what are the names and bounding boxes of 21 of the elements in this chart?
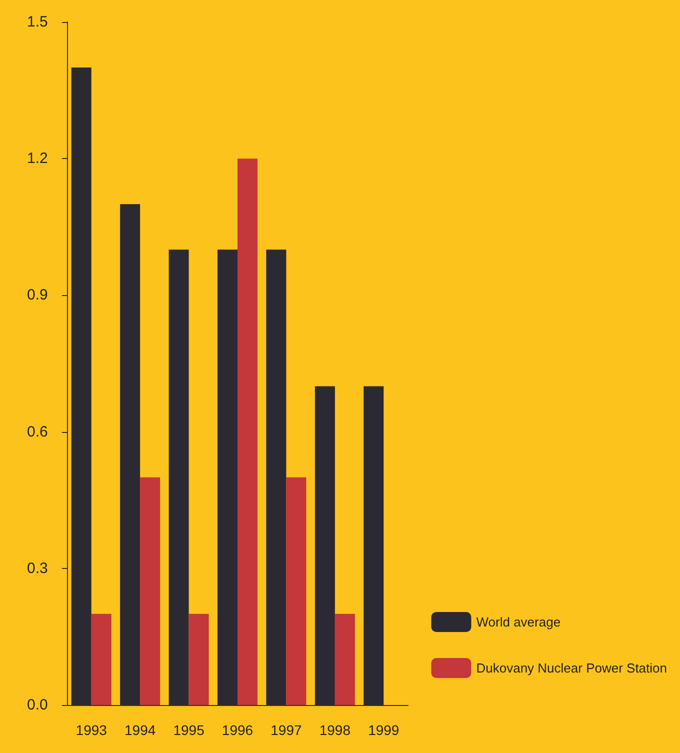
y-tick-label: 0.6 <box>27 423 48 440</box>
bar <box>286 477 306 705</box>
bar <box>334 614 355 705</box>
legend-label: Dukovany Nuclear Power Station <box>476 660 668 676</box>
y-tick-label: 1.2 <box>27 150 48 168</box>
x-tick-label: 1994 <box>124 722 156 738</box>
y-tick-label: 0.3 <box>27 560 48 577</box>
x-tick-label: 1998 <box>319 722 351 738</box>
y-tick-label: 0.9 <box>27 286 48 304</box>
bar <box>188 614 209 705</box>
bar <box>91 614 112 705</box>
x-tick-label: 1993 <box>76 722 108 738</box>
legend-label: World average <box>476 614 561 630</box>
y-tick-label: 1.5 <box>27 14 48 30</box>
x-tick-label: 1997 <box>270 722 302 738</box>
x-tick-label: 1996 <box>222 722 254 738</box>
y-tick-label: 0.0 <box>27 696 48 714</box>
x-tick-label: 1999 <box>368 722 400 738</box>
bar <box>140 477 160 705</box>
x-tick-label: 1995 <box>173 722 205 738</box>
bar <box>238 158 258 705</box>
